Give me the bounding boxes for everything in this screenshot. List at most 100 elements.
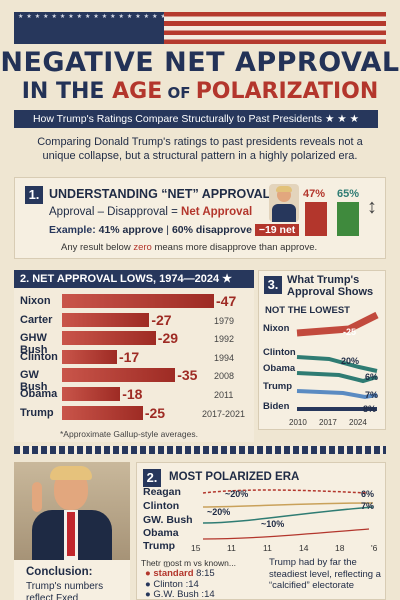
era-list-row: ● Clinton :14 <box>145 578 215 591</box>
bar <box>62 331 156 346</box>
trump-photo <box>14 462 130 560</box>
era-line-obama <box>202 528 370 540</box>
section-4-list: ● standard 8:15 ● Clinton :14 ● G.W. Bush … <box>145 568 215 600</box>
bar-label: Clinton <box>20 350 58 363</box>
series-line <box>296 311 379 337</box>
bar-year: 2017-2021 <box>202 408 246 419</box>
bar <box>62 294 214 308</box>
series-label: -25 <box>343 327 356 337</box>
era-line-clinton <box>202 502 374 508</box>
era-list-row: ● G.W. Bush :14 <box>145 589 215 600</box>
section-1-title: UNDERSTANDING “NET” APPROVAL <box>49 187 271 201</box>
x-tick: 2017 <box>319 418 337 427</box>
bar <box>62 387 121 401</box>
conclusion-box: Conclusion: Trump's numbers reflect Fxed <box>14 560 130 600</box>
x-tick: 2010 <box>289 418 307 427</box>
hair <box>50 466 92 480</box>
era-series-label: ~20% <box>225 489 248 499</box>
intro-text: Comparing Donald Trump's ratings to past… <box>37 136 363 162</box>
section-understanding-net: 1. UNDERSTANDING “NET” APPROVAL Approval… <box>14 177 386 259</box>
bar-year: 2011 <box>214 390 234 400</box>
bar <box>62 312 150 327</box>
page-subtitle: IN THE AGE OF POLARIZATION <box>0 79 400 104</box>
subtitle-part-c: OF <box>162 84 196 102</box>
bar <box>62 405 143 420</box>
bar <box>62 368 176 383</box>
era-x-tick: 11 <box>227 543 236 553</box>
bar-value: -17 <box>118 348 140 365</box>
era-x-tick: 14 <box>299 543 309 553</box>
example-net: −19 net <box>254 224 300 236</box>
bar-year: 1992 <box>214 334 235 345</box>
era-series-name: Reagan <box>143 486 181 498</box>
series-label: 6% <box>365 372 378 382</box>
bullet-icon: ● <box>145 568 154 579</box>
bar-value: -47 <box>216 293 237 309</box>
era-x-tick: '6 <box>371 543 378 553</box>
bar-label: Nixon <box>20 295 51 307</box>
red-tie <box>67 512 75 556</box>
series-label: 20% <box>341 356 359 366</box>
x-tick: 2024 <box>349 418 367 427</box>
note-part-a: Any result below <box>61 242 134 253</box>
series-name: Trump <box>263 381 292 392</box>
era-series-label: 7% <box>361 501 374 511</box>
bar-year: 2008 <box>214 371 235 382</box>
not-lowest-banner: NOT THE LOWEST <box>265 305 350 316</box>
series-line <box>296 389 378 400</box>
series-line <box>296 371 378 384</box>
example-text: Example: 41% approve | 60% disapprove −1… <box>49 224 300 236</box>
formula-text: Approval – Disapproval = Net Approval <box>49 206 252 218</box>
bar-year: 1979 <box>214 315 235 326</box>
bullet-icon: ● <box>145 578 154 590</box>
bar-label: Trump <box>20 406 54 419</box>
pct-disapprove: 65% <box>337 188 360 200</box>
series-name: Biden <box>263 401 290 412</box>
pct-approve: 47% <box>303 188 326 200</box>
era-line-bush <box>202 506 374 524</box>
bar <box>62 349 117 364</box>
flag-canton: ★★★★★★★★★★★★★★★★★★★★★★★★★★★★★★★★★★★★★★★★… <box>14 12 164 44</box>
note-part-b: zero <box>133 242 152 253</box>
conclusion-text: Trump's numbers reflect Fxed <box>26 581 104 600</box>
section-4-subhead: Thetr m̲ost m vs known... <box>141 558 236 568</box>
era-list-value: :14 <box>198 589 215 600</box>
bar-value: -35 <box>177 367 198 384</box>
lows-bar-chart: Nixon -47 Carter -27 1979 GHW Bush -29 1992 Clin… <box>14 290 254 430</box>
era-series-name: Trump <box>143 540 175 552</box>
waving-hand <box>32 482 42 512</box>
bar-label: Obama <box>20 388 58 400</box>
era-series-name: Obama <box>143 527 179 539</box>
era-list-name: standard <box>153 568 194 579</box>
section-3-title-a: What Trump's <box>287 274 360 286</box>
era-series-label: ~10% <box>261 519 284 529</box>
section-4-title: MOST POLARIZED ERA <box>169 471 300 483</box>
series-label: 7% <box>365 390 378 400</box>
era-x-tick: 11 <box>263 543 272 553</box>
era-series-label: 6% <box>361 489 374 499</box>
series-label: 8% <box>363 404 376 414</box>
section-number-1: 1. <box>25 186 43 204</box>
bar-value: -25 <box>144 404 166 421</box>
example-approve: 41% approve <box>98 224 164 236</box>
formula-part-b: Net Approval <box>181 206 253 218</box>
section-number-3: 3. <box>264 276 282 294</box>
polarized-era-panel: 2. MOST POLARIZED ERA Reagan Clinton GW. B… <box>136 462 386 600</box>
era-x-tick: 18 <box>335 543 345 553</box>
section-number-4: 2. <box>143 469 161 487</box>
series-name: Clinton <box>263 347 296 358</box>
ribbon-banner: How Trump's Ratings Compare Structurally… <box>14 110 378 128</box>
approval-shows-panel: 3. What Trump's Approval Shows NOT THE L… <box>258 270 386 430</box>
page-title: NEGATIVE NET APPROVAL <box>0 47 400 78</box>
series-name: Obama <box>263 363 296 374</box>
bar-value: -27 <box>151 311 172 328</box>
note-part-c: means more disapprove than approve. <box>151 242 318 253</box>
bullet-icon: ● <box>145 589 154 600</box>
trump-mini-portrait <box>269 184 299 222</box>
era-list-value: 8:15 <box>193 568 215 579</box>
bar-label: GHW Bush <box>20 332 48 357</box>
series-line <box>296 355 378 373</box>
era-line-reagan <box>202 489 368 494</box>
era-list-row: ● standard 8:15 <box>145 568 215 580</box>
